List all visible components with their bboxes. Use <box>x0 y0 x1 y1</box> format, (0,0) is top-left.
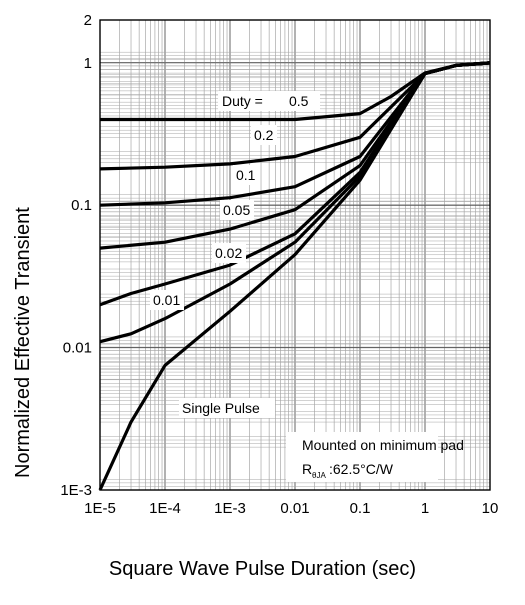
series-label: 0.05 <box>223 202 250 218</box>
x-axis-label: Square Wave Pulse Duration (sec) <box>108 558 417 580</box>
duty-label: Duty = <box>222 93 263 109</box>
series-label-background <box>220 200 254 220</box>
duty-label-background <box>218 91 320 111</box>
x-tick-label: 0.1 <box>350 500 371 517</box>
y-tick-label: 2 <box>84 12 92 29</box>
series-label: 0.02 <box>215 245 242 261</box>
series-label: 0.5 <box>289 93 309 109</box>
series-label-background <box>212 243 246 263</box>
mount-note-line1: Mounted on minimum pad <box>302 437 464 453</box>
y-tick-label: 1 <box>84 55 92 72</box>
y-axis-label: Normalized Effective Transient <box>12 207 34 478</box>
y-axis-label-wrap: Normalized Effective Transient <box>12 207 34 488</box>
series-label: 0.2 <box>254 127 274 143</box>
mount-note: Mounted on minimum pad R θJA :62.5°C/W <box>286 432 464 482</box>
x-tick-label: 1E-4 <box>149 500 181 517</box>
y-tick-label: 0.1 <box>71 197 92 214</box>
series-label: Single Pulse <box>182 400 260 416</box>
series-labels: Duty = 0.5 0.2 0.1 0.05 0.02 0.01 Single Pulse <box>150 91 320 418</box>
series-line <box>98 61 491 491</box>
x-tick-label: 1 <box>421 500 429 517</box>
plot-frame <box>99 19 491 491</box>
mount-note-background <box>286 432 438 482</box>
rtheta-symbol: R <box>302 461 312 477</box>
x-tick-label: 1E-3 <box>214 500 246 517</box>
series-label-background <box>150 290 184 310</box>
series-label-background <box>251 125 277 145</box>
x-tick-label: 10 <box>482 500 499 517</box>
x-tick-labels: 1E-5 1E-4 1E-3 0.01 0.1 1 10 <box>84 500 498 517</box>
series-label: 0.01 <box>153 292 180 308</box>
rtheta-value: :62.5°C/W <box>329 461 394 477</box>
rtheta-subscript: θJA <box>312 471 326 480</box>
series-label: 0.1 <box>236 167 256 183</box>
grid-lines <box>99 19 490 491</box>
y-tick-label: 0.01 <box>63 340 92 357</box>
series-curves <box>98 61 491 491</box>
x-tick-label: 1E-5 <box>84 500 116 517</box>
series-label-background <box>179 398 275 418</box>
y-tick-label: 1E-3 <box>60 482 92 499</box>
series-label-background <box>233 165 259 185</box>
x-tick-label: 0.01 <box>280 500 309 517</box>
y-tick-labels: 1E-3 0.01 0.1 1 2 <box>60 12 92 499</box>
